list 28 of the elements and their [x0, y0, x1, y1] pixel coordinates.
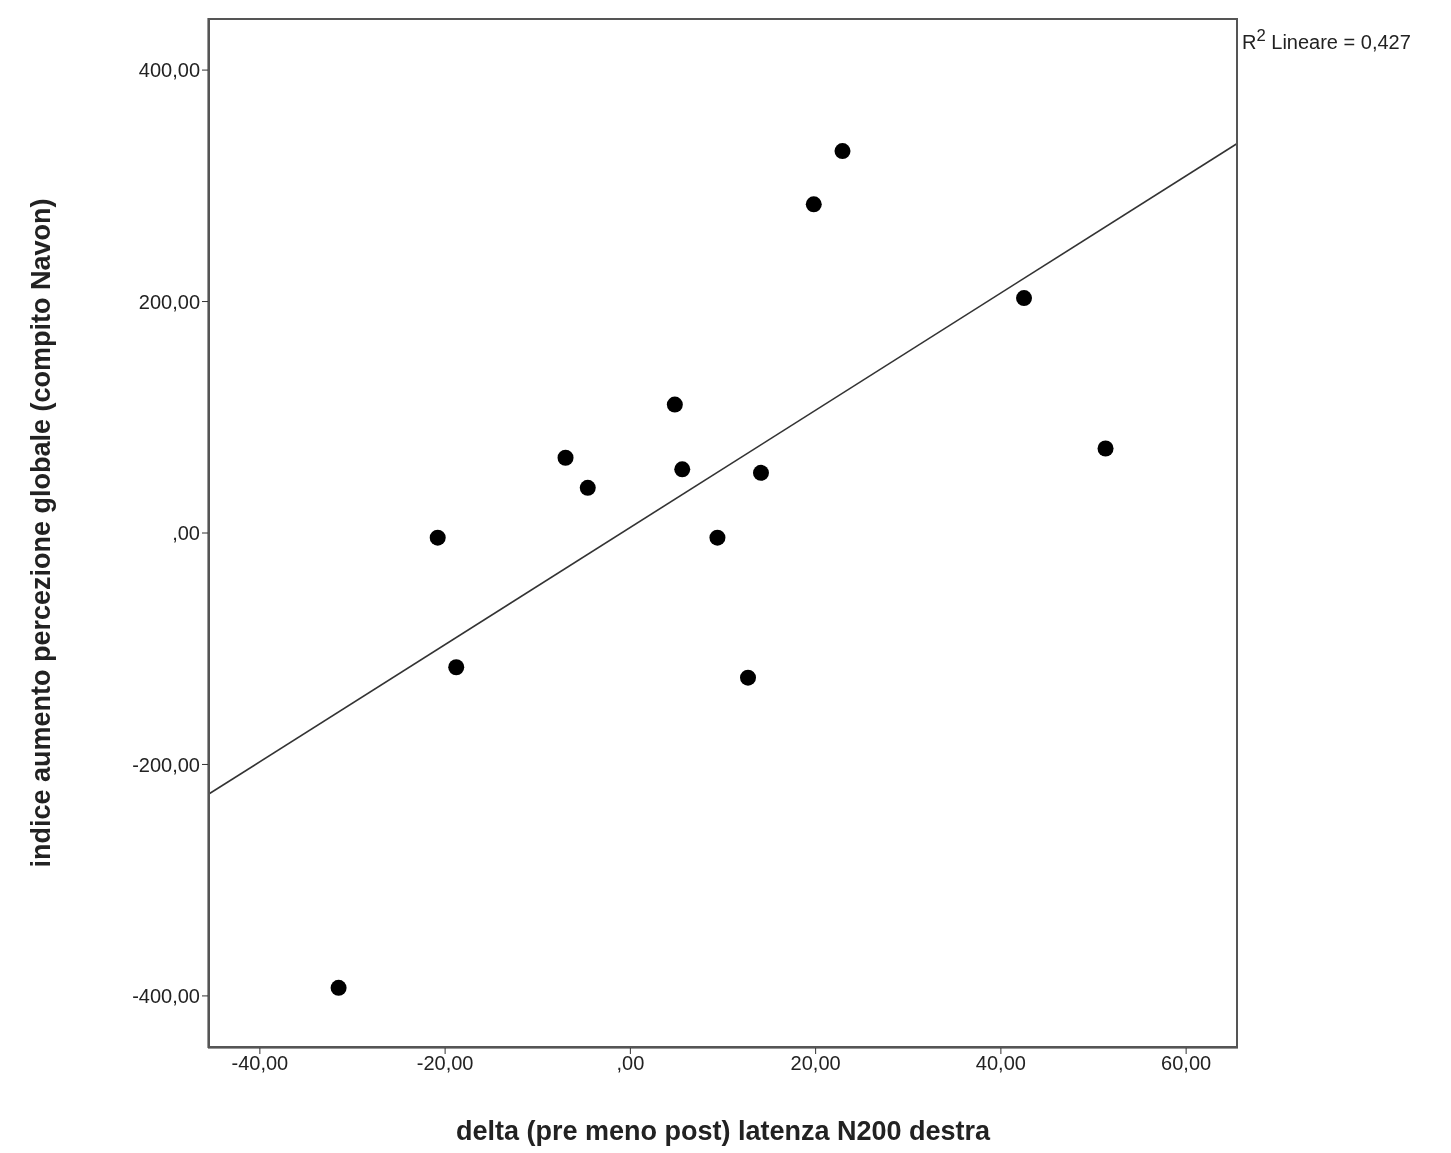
y-tick-label: ,00 [172, 522, 200, 545]
y-tick-label: -200,00 [132, 753, 200, 776]
point [834, 143, 851, 160]
point [740, 669, 757, 686]
y-tick-label: 400,00 [138, 59, 200, 82]
x-tick-label: -20,00 [416, 1052, 474, 1075]
x-tick-label: -40,00 [231, 1052, 289, 1075]
y-tick-label: 200,00 [138, 290, 200, 313]
y-tick-label: -400,00 [132, 985, 200, 1008]
point [448, 659, 465, 676]
point [1016, 290, 1033, 307]
point [709, 529, 726, 546]
y-axis-title: indice aumento percezione globale (compito Navon) [25, 198, 56, 868]
x-tick-label: 40,00 [975, 1052, 1026, 1075]
point [666, 396, 683, 413]
point [752, 464, 769, 481]
point [557, 449, 574, 466]
text: R$^{2}$ Lineare = 0,427 [1242, 26, 1411, 54]
x-tick-label: 60,00 [1161, 1052, 1212, 1075]
point [579, 479, 596, 496]
point [805, 196, 822, 213]
x-tick-label: ,00 [616, 1052, 645, 1075]
point [429, 529, 446, 546]
x-tick-label: 20,00 [790, 1052, 841, 1075]
point [330, 979, 347, 996]
point [1097, 440, 1114, 457]
point [674, 461, 691, 478]
x-axis-title: delta (pre meno post) latenza N200 destra [455, 1116, 992, 1146]
